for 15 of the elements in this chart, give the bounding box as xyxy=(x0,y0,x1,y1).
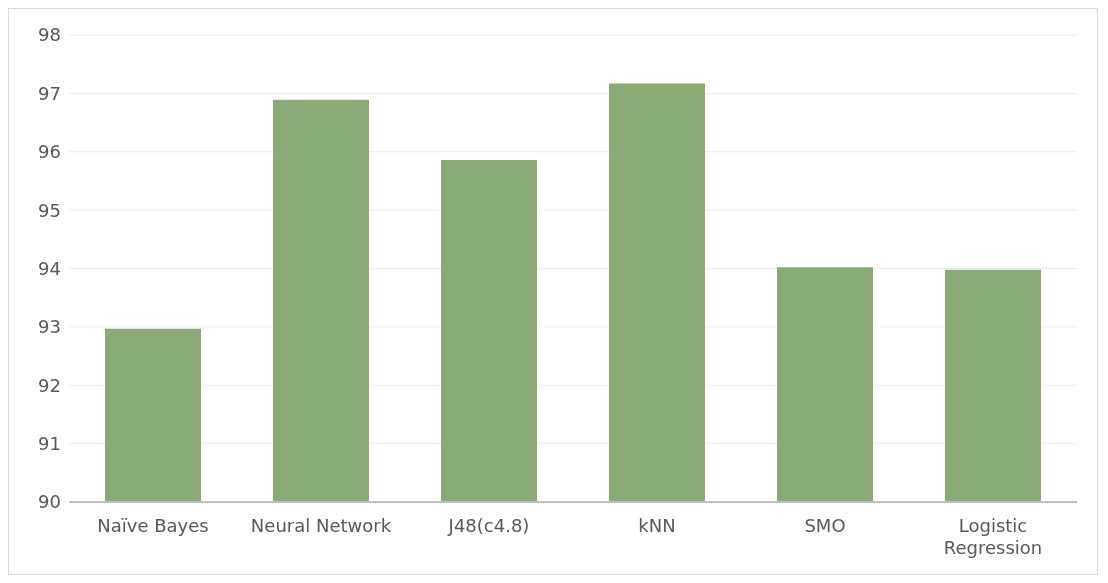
y-tick-label: 90 xyxy=(38,491,61,513)
y-tick-label: 94 xyxy=(38,257,61,279)
y-tick-label: 96 xyxy=(38,141,61,163)
y-tick-label: 91 xyxy=(38,433,61,455)
x-tick-label: J48(c4.8) xyxy=(447,515,530,536)
x-tick-label: kNN xyxy=(638,515,676,536)
y-tick-label: 97 xyxy=(38,82,61,104)
y-tick-label: 95 xyxy=(38,199,61,221)
x-tick-label: Neural Network xyxy=(250,515,392,536)
x-tick-label: SMO xyxy=(804,515,846,536)
y-tick-label: 92 xyxy=(38,374,61,396)
x-tick-label: Logistic Regression xyxy=(943,515,1043,558)
y-tick-label: 98 xyxy=(38,24,61,46)
x-tick-label: Naïve Bayes xyxy=(97,515,209,536)
y-tick-label: 93 xyxy=(38,316,61,338)
